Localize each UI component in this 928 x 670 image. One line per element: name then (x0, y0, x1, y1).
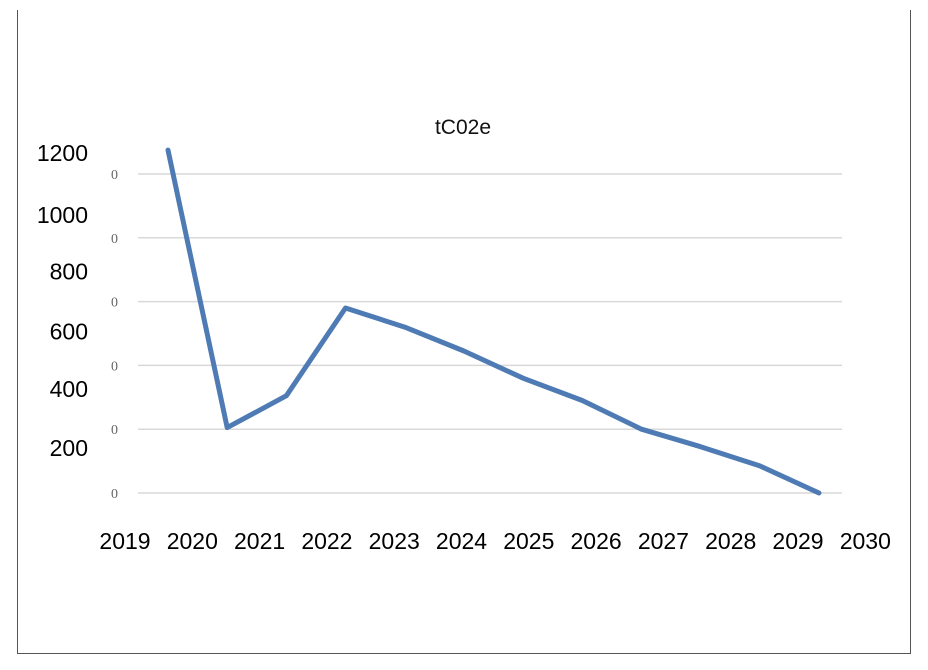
y-inner-tick-label: 0 (111, 487, 118, 502)
x-tick-label: 2025 (503, 528, 554, 554)
x-tick-label: 2026 (571, 528, 622, 554)
chart-frame (17, 10, 911, 654)
y-tick-label: 1200 (37, 140, 88, 166)
x-tick-label: 2020 (167, 528, 218, 554)
x-tick-labels: 2019 2020 2021 2022 2023 2024 2025 2026 2027 2028… (99, 528, 890, 554)
x-tick-label: 2021 (234, 528, 285, 554)
x-tick-label: 2028 (705, 528, 756, 554)
y-tick-label: 400 (50, 376, 88, 402)
x-tick-label: 2019 (99, 528, 150, 554)
y-tick-label: 800 (50, 259, 88, 285)
y-inner-tick-label: 0 (111, 232, 118, 247)
y-inner-tick-labels: 0 0 0 0 0 0 (111, 168, 118, 502)
y-inner-tick-label: 0 (111, 296, 118, 311)
y-inner-tick-label: 0 (111, 168, 118, 183)
y-tick-label: 1000 (37, 202, 88, 228)
y-inner-tick-label: 0 (111, 359, 118, 374)
x-tick-label: 2023 (369, 528, 420, 554)
y-tick-label: 600 (50, 318, 88, 344)
y-tick-labels: 1200 1000 800 600 400 200 (37, 140, 88, 461)
y-tick-label: 200 (50, 435, 88, 461)
x-tick-label: 2029 (772, 528, 823, 554)
series-line (165, 147, 822, 496)
x-tick-label: 2024 (436, 528, 487, 554)
gridlines (138, 173, 842, 494)
x-tick-label: 2027 (638, 528, 689, 554)
x-tick-label: 2022 (301, 528, 352, 554)
x-tick-label: 2030 (840, 528, 891, 554)
chart-title: tC02e (435, 116, 491, 139)
series-lines (165, 147, 822, 496)
y-inner-tick-label: 0 (111, 423, 118, 438)
